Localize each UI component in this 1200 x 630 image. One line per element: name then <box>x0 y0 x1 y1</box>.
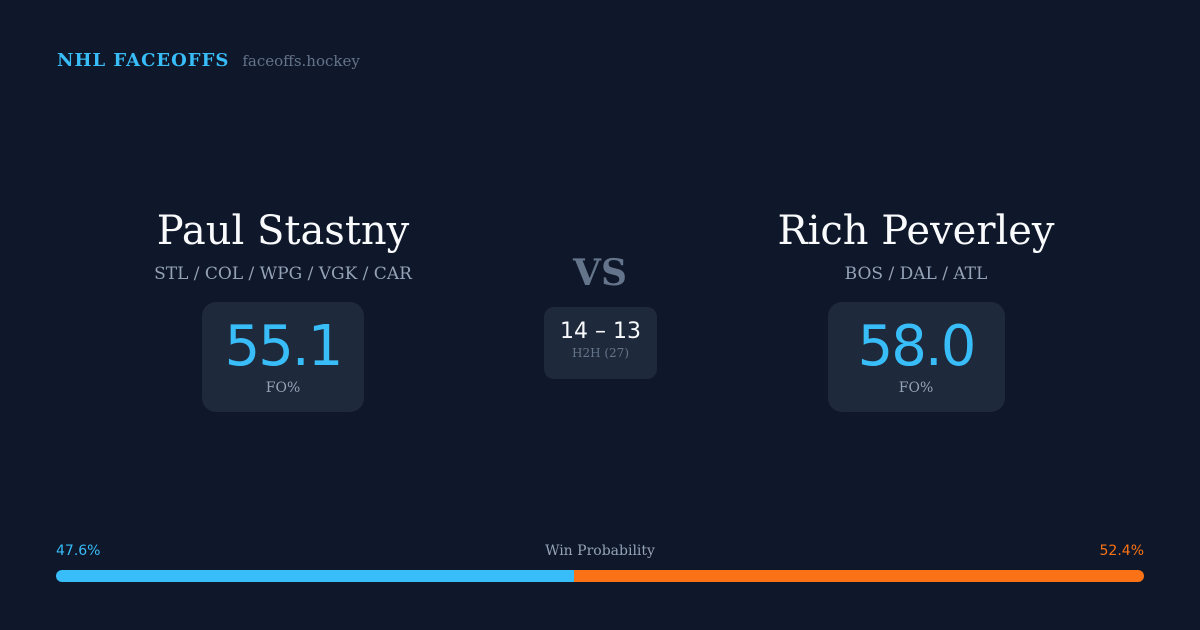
player-teams: STL / COL / WPG / VGK / CAR <box>154 264 412 284</box>
prob-label: Win Probability <box>545 543 655 559</box>
brand-title: NHL FACEOFFS <box>57 50 230 71</box>
player-teams: BOS / DAL / ATL <box>844 264 988 284</box>
vs-label: VS <box>573 252 627 294</box>
fo-label: FO% <box>898 380 934 396</box>
h2h-label: H2H (27) <box>571 346 629 360</box>
player-right: Rich Peverley BOS / DAL / ATL 58.0 FO% <box>716 208 1116 412</box>
right-prob: 52.4% <box>1099 543 1144 559</box>
player-name: Rich Peverley <box>777 208 1055 254</box>
fo-label: FO% <box>265 380 301 396</box>
prob-bar-right <box>573 570 1144 582</box>
player-left: Paul Stastny STL / COL / WPG / VGK / CAR… <box>83 208 483 412</box>
fo-value: 55.1 <box>224 314 344 379</box>
prob-bar-left <box>56 570 574 582</box>
h2h-score: 14 – 13 <box>560 319 641 344</box>
prob-bar <box>56 570 1144 582</box>
fo-value: 58.0 <box>857 314 977 379</box>
win-probability: 47.6% Win Probability 52.4% <box>56 543 1144 582</box>
fo-card: 55.1 FO% <box>202 302 364 412</box>
left-prob: 47.6% <box>56 543 101 559</box>
fo-card: 58.0 FO% <box>827 302 1005 412</box>
brand: NHL FACEOFFS faceoffs.hockey <box>57 50 360 71</box>
h2h-card: 14 – 13 H2H (27) <box>544 307 657 379</box>
brand-url: faceoffs.hockey <box>242 52 360 70</box>
player-name: Paul Stastny <box>156 208 410 254</box>
